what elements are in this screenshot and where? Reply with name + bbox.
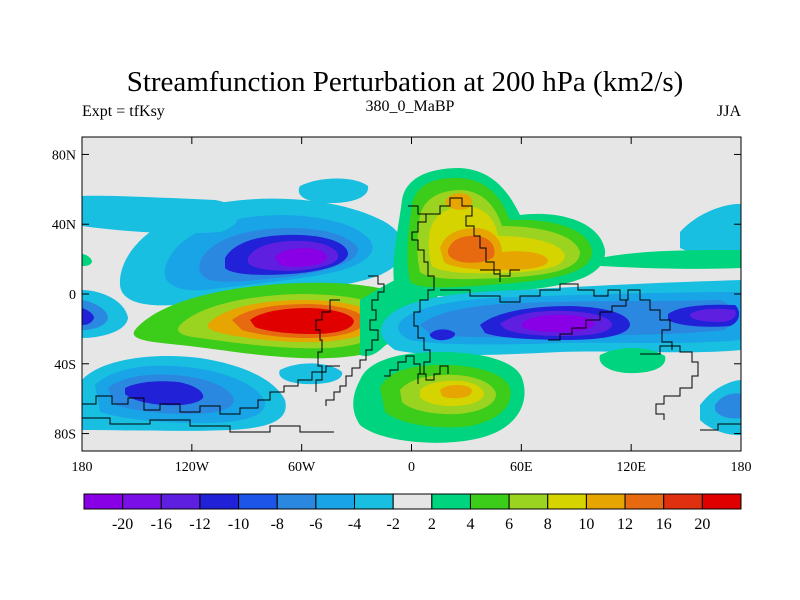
field-sa-positive	[133, 282, 413, 359]
colorbar-label: -8	[271, 516, 284, 533]
contour-fill	[82, 254, 92, 266]
field-af-positive	[393, 168, 606, 297]
x-tick-label: 180	[731, 460, 752, 475]
coastline-americas-west	[315, 299, 340, 392]
x-tick-label: 0	[408, 460, 415, 475]
colorbar-label: -16	[151, 516, 172, 533]
contour-fill	[447, 235, 495, 263]
coastline-australia	[640, 345, 699, 420]
colorbar-swatch	[354, 493, 394, 510]
colorbar-label: -10	[228, 516, 249, 533]
coastline-southern	[82, 365, 340, 415]
y-axis: 80N 40N 0 40S 80S	[52, 148, 741, 443]
colorbar-label: -12	[189, 516, 210, 533]
colorbar-label: 4	[466, 516, 474, 533]
contour-fill	[250, 308, 354, 334]
colorbar-swatch	[585, 493, 626, 510]
x-axis: 180 120W 60W 0 60E 120E 180	[72, 137, 752, 475]
coastline-africa-east	[426, 197, 501, 282]
colorbar-swatch	[701, 493, 742, 510]
contour-fill	[690, 308, 736, 322]
subtitle-left: Expt = tfKsy	[82, 103, 165, 120]
coastlines	[82, 197, 741, 433]
coastline-americas	[325, 275, 385, 406]
contour-fill	[298, 178, 369, 204]
colorbar-label: -2	[387, 516, 400, 533]
colorbar-swatch	[276, 493, 317, 510]
field-west-negative	[82, 290, 128, 338]
x-tick-label: 120W	[175, 460, 210, 475]
chart-title: Streamfunction Perturbation at 200 hPa (…	[127, 66, 684, 98]
colorbar-label: -6	[309, 516, 322, 533]
coastline-asia	[440, 283, 673, 350]
colorbar-swatch	[238, 493, 278, 510]
colorbar-label: 16	[656, 516, 672, 533]
colorbar-label: -20	[112, 516, 133, 533]
colorbar-label: 20	[694, 516, 710, 533]
colorbar-swatch	[199, 493, 240, 510]
contour-fill	[82, 308, 94, 325]
colorbar-swatch	[508, 493, 549, 510]
coastline-africa	[408, 205, 435, 384]
colorbar-swatch	[315, 493, 356, 510]
contour-fill	[82, 195, 239, 234]
x-tick-label: 60E	[510, 460, 533, 475]
contour-fill	[275, 248, 327, 267]
y-tick-label: 0	[69, 288, 76, 303]
x-tick-label: 120E	[616, 460, 646, 475]
field-saf-positive	[353, 347, 666, 443]
colorbar-swatch	[431, 493, 471, 510]
plot-area	[82, 137, 741, 451]
colorbar-swatch	[663, 493, 703, 510]
y-tick-label: 80S	[54, 428, 76, 443]
colorbar-swatch	[122, 493, 162, 510]
contour-fill	[680, 203, 741, 259]
colorbar-swatch	[624, 493, 665, 510]
contour-fill	[125, 381, 204, 406]
colorbar-label: 2	[428, 516, 436, 533]
colorbar-label: 12	[617, 516, 633, 533]
contour-fill	[440, 385, 472, 399]
coastline-africa-south	[384, 355, 449, 381]
coastline-indonesia	[548, 300, 627, 341]
colorbar-swatch	[160, 493, 201, 510]
colorbar-label: 8	[544, 516, 552, 533]
coastline-antarctic-east	[700, 423, 741, 431]
coastline-antarctic	[82, 417, 334, 433]
colorbar-swatch	[547, 493, 587, 510]
colorbar-swatch	[469, 493, 510, 510]
subtitle-right: JJA	[717, 103, 741, 120]
field-as-negative	[381, 280, 741, 356]
y-tick-label: 40S	[54, 358, 76, 373]
colorbar-swatch	[83, 493, 124, 510]
y-tick-label: 40N	[52, 218, 76, 233]
colorbar-label: -4	[348, 516, 361, 533]
subtitle-center: 380_0_MaBP	[366, 98, 455, 115]
x-tick-label: 180	[72, 460, 93, 475]
colorbar-label: 10	[578, 516, 594, 533]
contour-fill	[715, 393, 741, 419]
field-sp-negative	[82, 356, 286, 431]
contour-fill	[429, 329, 456, 341]
colorbar-swatch	[392, 493, 433, 510]
colorbar-label: 6	[505, 516, 513, 533]
y-tick-label: 80N	[52, 148, 76, 163]
field-na-negative	[119, 198, 404, 306]
contour-fill	[600, 250, 741, 269]
coastline-sea	[480, 269, 520, 277]
colorbar: -20 -16 -12 -10 -8 -6 -4 -2 2 4 6 8 10 12 16 20	[83, 493, 742, 533]
x-tick-label: 60W	[288, 460, 316, 475]
